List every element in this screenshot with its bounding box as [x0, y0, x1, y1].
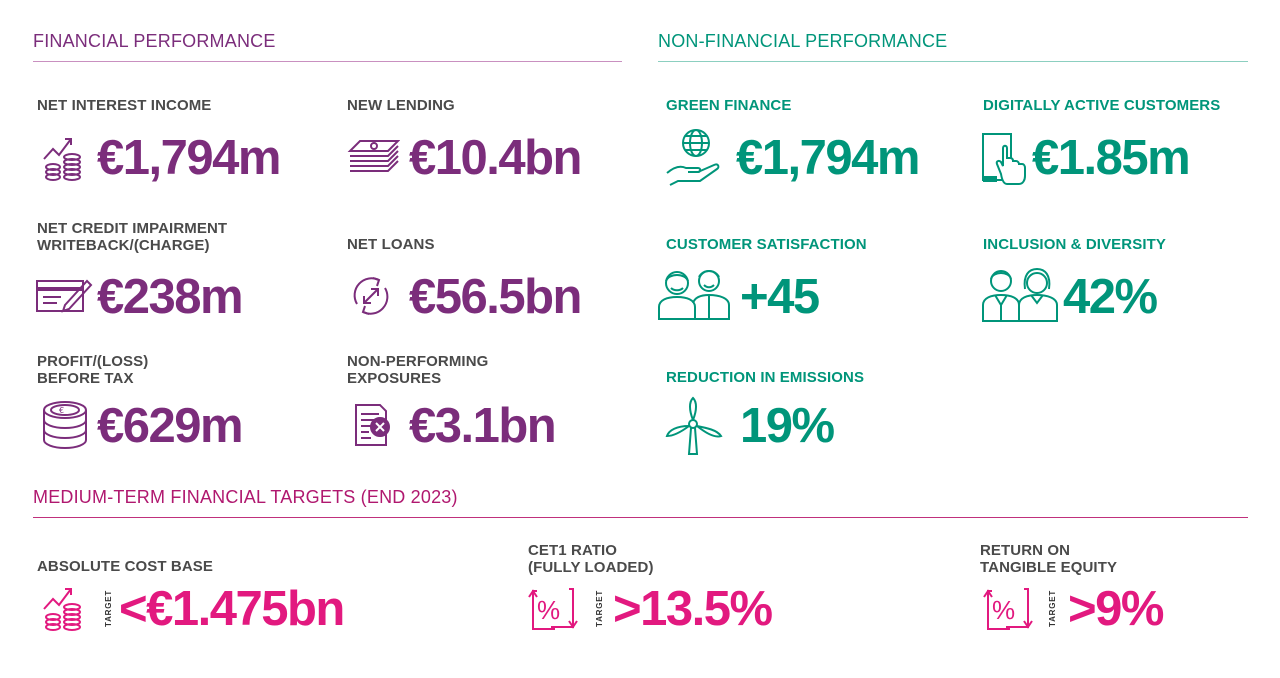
- target-value: >9%: [1068, 582, 1164, 636]
- svg-text:€: €: [59, 406, 64, 415]
- targets-divider: [33, 517, 1248, 518]
- target-label: CET1 RATIO (FULLY LOADED): [528, 542, 654, 576]
- growth-coins-icon: [41, 133, 87, 181]
- kpi-label: NET CREDIT IMPAIRMENT WRITEBACK/(CHARGE): [37, 220, 228, 254]
- kpi-value: 19%: [740, 399, 835, 453]
- kpi-value: €56.5bn: [409, 270, 582, 324]
- svg-text:%: %: [537, 595, 560, 625]
- tablet-touch-icon: [981, 132, 1029, 186]
- target-label: ABSOLUTE COST BASE: [37, 558, 213, 575]
- wind-turbine-icon: [665, 396, 725, 456]
- percent-arrows-icon: %: [527, 585, 579, 633]
- banknotes-icon: [346, 137, 400, 177]
- kpi-label: NEW LENDING: [347, 97, 455, 114]
- kpi-label: GREEN FINANCE: [666, 97, 792, 114]
- kpi-label: DIGITALLY ACTIVE CUSTOMERS: [983, 97, 1221, 114]
- target-value: >13.5%: [613, 582, 773, 636]
- percent-arrows-icon: %: [982, 585, 1034, 633]
- kpi-value: €1.85m: [1032, 131, 1191, 185]
- kpi-value: +45: [740, 270, 820, 324]
- circular-arrows-icon: [349, 274, 393, 318]
- non-financial-divider: [658, 61, 1248, 62]
- kpi-value: €3.1bn: [409, 399, 557, 453]
- target-label: RETURN ON TANGIBLE EQUITY: [980, 542, 1118, 576]
- kpi-label: NET INTEREST INCOME: [37, 97, 212, 114]
- kpi-value: €629m: [97, 399, 244, 453]
- diverse-people-icon: [981, 267, 1059, 323]
- targets-heading: MEDIUM-TERM FINANCIAL TARGETS (END 2023): [33, 487, 458, 507]
- financial-divider: [33, 61, 622, 62]
- kpi-label: REDUCTION IN EMISSIONS: [666, 369, 865, 386]
- kpi-label: CUSTOMER SATISFACTION: [666, 236, 867, 253]
- target-tag: TARGET: [1048, 589, 1057, 627]
- kpi-value: 42%: [1063, 270, 1158, 324]
- coin-stack-euro-icon: €: [41, 400, 89, 452]
- kpi-label: INCLUSION & DIVERSITY: [983, 236, 1166, 253]
- target-value: <€1.475bn: [119, 582, 345, 636]
- target-tag: TARGET: [595, 589, 604, 627]
- kpi-value: €1,794m: [97, 131, 281, 185]
- kpi-label: NON-PERFORMING EXPOSURES: [347, 353, 489, 387]
- target-tag: TARGET: [104, 589, 113, 627]
- document-cross-icon: [353, 402, 393, 448]
- two-people-icon: [657, 267, 733, 321]
- kpi-value: €10.4bn: [409, 131, 582, 185]
- kpi-label: PROFIT/(LOSS) BEFORE TAX: [37, 353, 149, 387]
- globe-hand-icon: [664, 127, 724, 187]
- kpi-value: €1,794m: [736, 131, 920, 185]
- cheque-pen-icon: [35, 275, 93, 315]
- kpi-label: NET LOANS: [347, 236, 435, 253]
- svg-text:%: %: [992, 595, 1015, 625]
- financial-performance-heading: FINANCIAL PERFORMANCE: [33, 31, 276, 51]
- growth-coins-icon: [41, 583, 87, 631]
- non-financial-performance-heading: NON-FINANCIAL PERFORMANCE: [658, 31, 948, 51]
- kpi-value: €238m: [97, 270, 244, 324]
